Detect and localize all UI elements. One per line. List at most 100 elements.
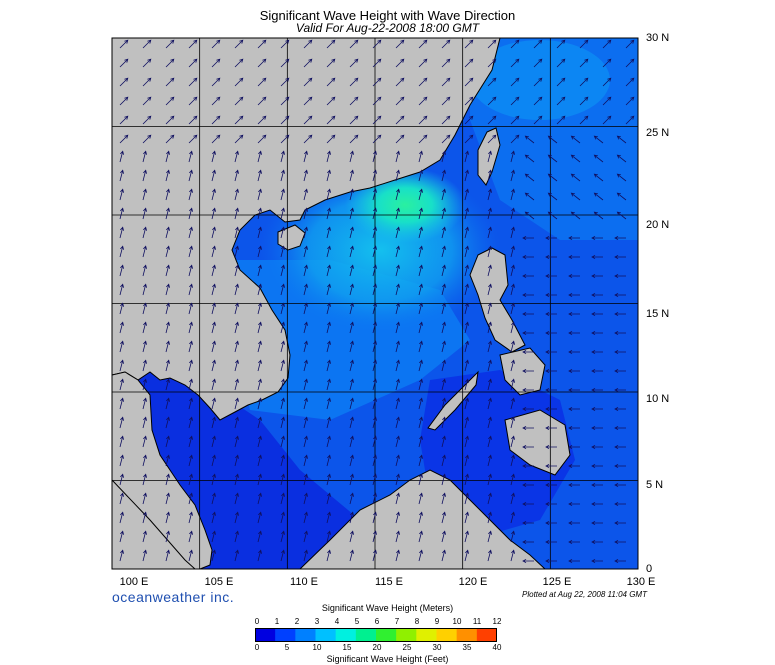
wave-arrow [614,292,626,298]
wave-arrow [211,169,216,182]
wave-arrow [522,330,534,336]
wave-arrow [234,264,239,277]
feet-tick-label: 35 [462,643,472,652]
wave-height-colorbar [255,628,497,642]
wave-arrow [211,530,216,543]
wave-arrow [570,135,581,144]
wave-arrow [303,58,313,68]
wave-arrow [522,406,534,412]
meters-tick-label: 2 [294,617,300,626]
wave-arrow [165,58,175,68]
wave-arrow [545,311,557,317]
wave-arrow [510,207,515,220]
wave-arrow [188,264,193,277]
wave-arrow [441,435,446,448]
wave-arrow [522,539,534,545]
wave-arrow [464,115,474,125]
wave-arrow [119,207,124,220]
wave-arrow [211,416,216,429]
wave-arrow [349,150,354,163]
wave-arrow [165,473,170,486]
wave-arrow [188,115,198,125]
wave-arrow [119,115,129,125]
wave-arrow [568,387,580,393]
wave-arrow [395,226,400,239]
colorbar-swatch [436,628,458,642]
wave-arrow [395,435,400,448]
wave-arrow [510,397,515,410]
wave-arrow [487,549,492,562]
wave-arrow [257,397,262,410]
wave-arrow [616,173,627,182]
wave-arrow [211,549,216,562]
wave-arrow [441,77,451,87]
colorbar-swatch [295,628,316,642]
wave-arrow [522,235,534,241]
wave-arrow [142,321,147,334]
wave-arrow [119,511,124,524]
wave-arrow [119,283,124,296]
meters-tick-label: 11 [472,617,482,626]
wave-arrow [211,378,216,391]
wave-arrow [524,154,535,163]
wave-arrow [487,530,492,543]
wave-arrow [591,368,603,374]
wave-arrow [372,530,377,543]
lon-label-120: 120 E [458,576,488,588]
wave-arrow [616,135,627,144]
wave-arrow [510,77,520,87]
wave-arrow [280,549,285,562]
wave-arrow [395,492,400,505]
wave-arrow [568,558,580,564]
wave-arrow [614,349,626,355]
wave-arrow [568,292,580,298]
wave-arrow [234,150,239,163]
wave-arrow [522,463,534,469]
wave-arrow [441,321,446,334]
wave-arrow [349,264,354,277]
wave-arrow [591,501,603,507]
feet-tick-label: 0 [254,643,260,652]
wave-arrow [395,283,400,296]
wave-arrow [487,511,492,524]
wave-arrow [395,473,400,486]
wave-arrow [165,302,170,315]
wave-arrow [510,169,515,182]
wave-arrow [165,435,170,448]
wave-arrow [165,115,175,125]
wave-arrow [280,188,285,201]
wave-arrow [487,58,497,68]
wave-arrow [372,58,382,68]
wave-arrow [257,549,262,562]
wave-arrow [326,188,331,201]
wave-arrow [303,207,308,220]
wave-arrow [142,435,147,448]
wave-arrow [441,359,446,372]
wave-arrow [418,397,423,410]
wave-arrow [614,539,626,545]
wave-arrow [165,150,170,163]
wave-arrow [234,492,239,505]
wave-arrow [464,378,469,391]
wave-height-map [111,37,639,570]
wave-arrow [524,135,535,144]
wave-arrow [464,226,469,239]
wave-arrow [211,340,216,353]
wave-arrow [211,96,221,106]
meters-tick-label: 5 [354,617,360,626]
wave-arrow [591,520,603,526]
wave-arrow [188,416,193,429]
wave-arrow [464,58,474,68]
wave-arrow [119,96,129,106]
wave-arrow [188,473,193,486]
wave-arrow [418,321,423,334]
wave-arrow [616,154,627,163]
wave-arrow [326,39,336,49]
wave-arrow [165,454,170,467]
lat-label-0: 0 [646,563,653,575]
wave-arrow [165,397,170,410]
wave-arrow [119,549,124,562]
wave-arrow [349,207,354,220]
wave-arrow [257,359,262,372]
lat-label-15: 15 N [646,308,670,320]
